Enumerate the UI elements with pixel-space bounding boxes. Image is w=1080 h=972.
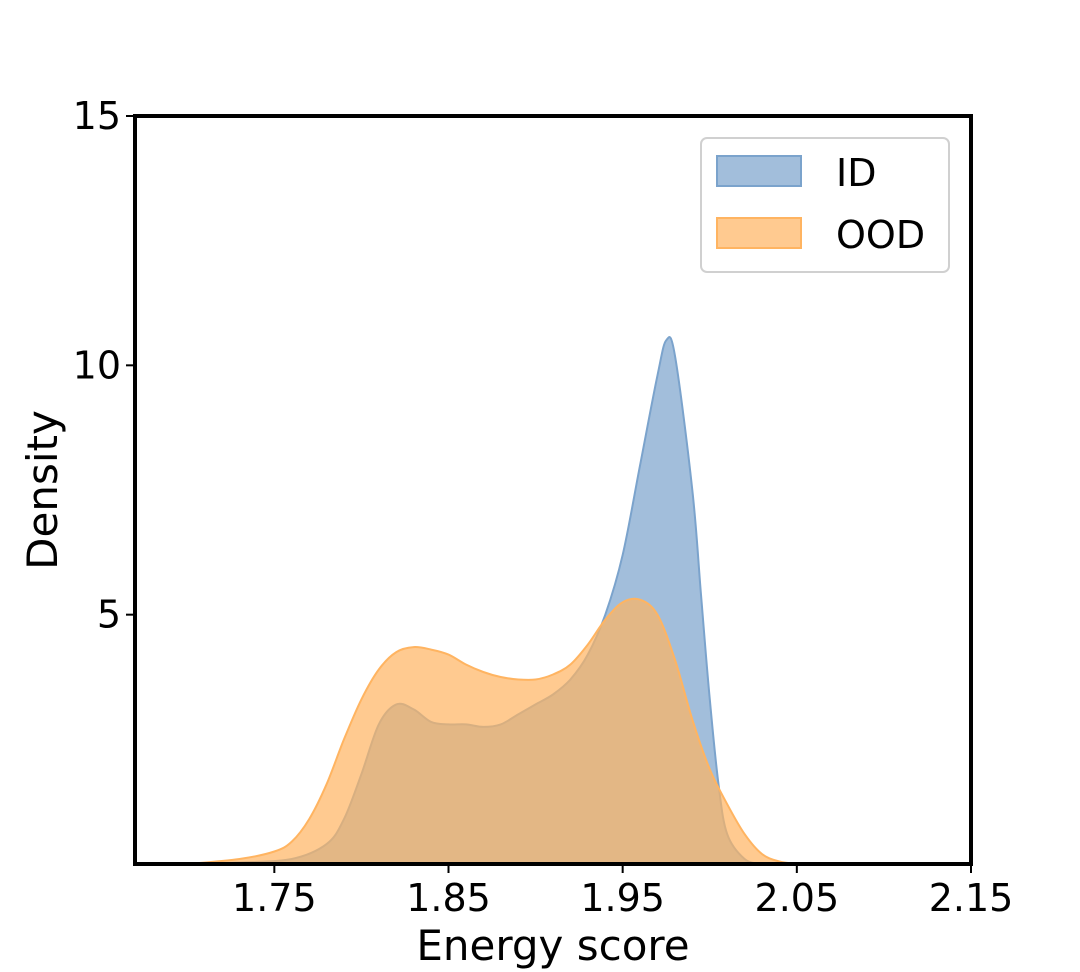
y-axis-ticks: 5 10 15 (73, 94, 135, 637)
legend-swatch-id (716, 155, 802, 187)
x-tick-label: 1.95 (580, 876, 665, 920)
x-axis-ticks: 1.75 1.85 1.95 2.05 2.15 (232, 864, 1013, 920)
x-tick-label: 2.15 (929, 876, 1014, 920)
plot-frame (133, 114, 973, 866)
legend-swatch-ood (716, 217, 802, 249)
y-tick-label: 10 (73, 343, 121, 387)
x-tick-label: 1.85 (406, 876, 491, 920)
density-area-ood (187, 597, 797, 865)
legend-label-id: ID (836, 151, 876, 195)
y-tick-label: 5 (97, 593, 121, 637)
legend-label-ood: OOD (836, 213, 925, 257)
x-tick-label: 2.05 (755, 876, 840, 920)
x-axis-label: Energy score (416, 921, 689, 970)
y-tick-label: 15 (73, 94, 121, 138)
legend: ID OOD (700, 137, 950, 273)
x-tick-label: 1.75 (232, 876, 317, 920)
density-areas (187, 336, 797, 865)
y-axis-label: Density (18, 410, 67, 570)
